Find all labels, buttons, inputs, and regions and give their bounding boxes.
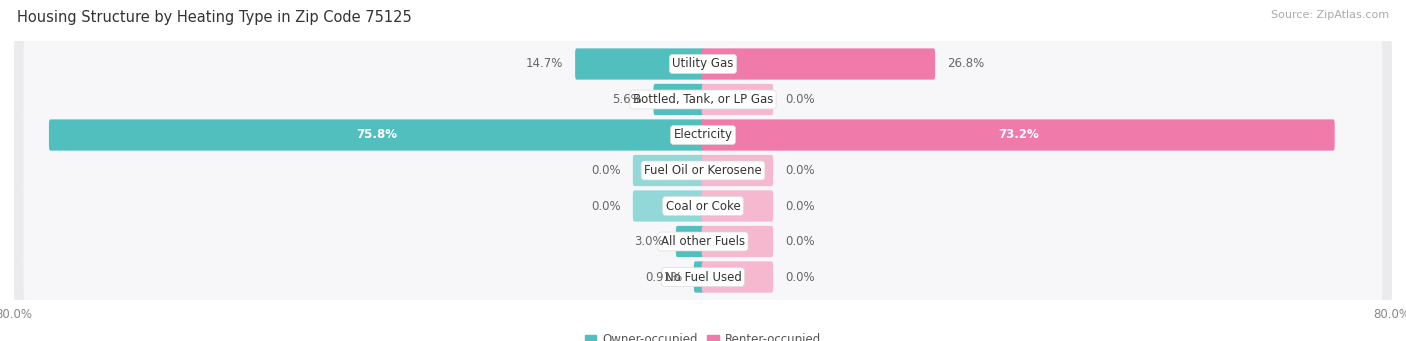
Text: Bottled, Tank, or LP Gas: Bottled, Tank, or LP Gas — [633, 93, 773, 106]
FancyBboxPatch shape — [24, 72, 1382, 127]
Text: All other Fuels: All other Fuels — [661, 235, 745, 248]
Text: Fuel Oil or Kerosene: Fuel Oil or Kerosene — [644, 164, 762, 177]
FancyBboxPatch shape — [702, 262, 773, 293]
FancyBboxPatch shape — [633, 190, 704, 222]
FancyBboxPatch shape — [14, 209, 1392, 274]
Text: Electricity: Electricity — [673, 129, 733, 142]
Text: 0.0%: 0.0% — [592, 199, 621, 212]
FancyBboxPatch shape — [654, 84, 704, 115]
Text: Source: ZipAtlas.com: Source: ZipAtlas.com — [1271, 10, 1389, 20]
Text: Housing Structure by Heating Type in Zip Code 75125: Housing Structure by Heating Type in Zip… — [17, 10, 412, 25]
FancyBboxPatch shape — [14, 138, 1392, 203]
FancyBboxPatch shape — [14, 174, 1392, 238]
FancyBboxPatch shape — [702, 119, 1334, 151]
Text: 14.7%: 14.7% — [526, 58, 564, 71]
FancyBboxPatch shape — [14, 67, 1392, 132]
FancyBboxPatch shape — [633, 155, 704, 186]
FancyBboxPatch shape — [24, 143, 1382, 198]
Text: 73.2%: 73.2% — [998, 129, 1039, 142]
FancyBboxPatch shape — [702, 84, 773, 115]
FancyBboxPatch shape — [24, 214, 1382, 269]
FancyBboxPatch shape — [676, 226, 704, 257]
Text: Coal or Coke: Coal or Coke — [665, 199, 741, 212]
FancyBboxPatch shape — [14, 103, 1392, 167]
FancyBboxPatch shape — [14, 32, 1392, 96]
Legend: Owner-occupied, Renter-occupied: Owner-occupied, Renter-occupied — [579, 329, 827, 341]
Text: 0.91%: 0.91% — [645, 270, 682, 283]
FancyBboxPatch shape — [702, 226, 773, 257]
FancyBboxPatch shape — [702, 190, 773, 222]
FancyBboxPatch shape — [24, 37, 1382, 91]
Text: 26.8%: 26.8% — [946, 58, 984, 71]
FancyBboxPatch shape — [24, 250, 1382, 304]
Text: 0.0%: 0.0% — [785, 93, 814, 106]
Text: 0.0%: 0.0% — [592, 164, 621, 177]
FancyBboxPatch shape — [24, 108, 1382, 162]
FancyBboxPatch shape — [702, 155, 773, 186]
Text: Utility Gas: Utility Gas — [672, 58, 734, 71]
Text: 0.0%: 0.0% — [785, 164, 814, 177]
FancyBboxPatch shape — [695, 262, 704, 293]
Text: No Fuel Used: No Fuel Used — [665, 270, 741, 283]
FancyBboxPatch shape — [575, 48, 704, 79]
Text: 3.0%: 3.0% — [634, 235, 664, 248]
Text: 0.0%: 0.0% — [785, 235, 814, 248]
Text: 0.0%: 0.0% — [785, 199, 814, 212]
FancyBboxPatch shape — [24, 179, 1382, 233]
FancyBboxPatch shape — [49, 119, 704, 151]
Text: 75.8%: 75.8% — [356, 129, 396, 142]
FancyBboxPatch shape — [14, 245, 1392, 309]
Text: 0.0%: 0.0% — [785, 270, 814, 283]
FancyBboxPatch shape — [702, 48, 935, 79]
Text: 5.6%: 5.6% — [612, 93, 643, 106]
